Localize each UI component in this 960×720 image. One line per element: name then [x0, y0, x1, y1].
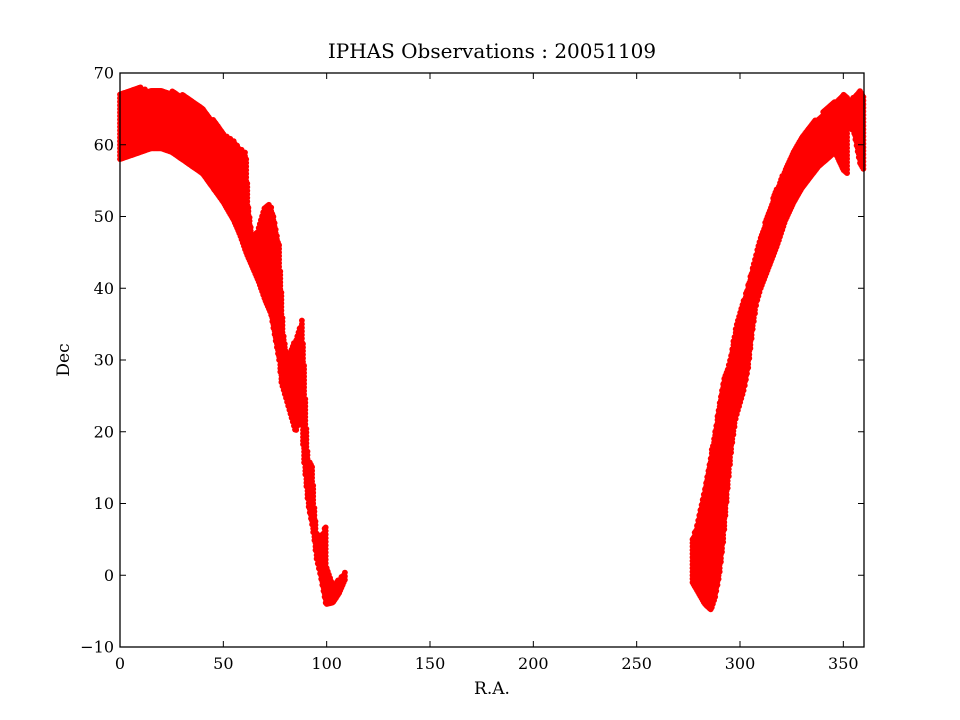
scatter-point: [268, 204, 275, 211]
scatter-point: [244, 180, 251, 187]
scatter-point: [302, 396, 309, 402]
scatter-point: [271, 220, 278, 227]
scatter-point: [304, 448, 311, 455]
scatter-point: [272, 226, 279, 233]
scatter-point: [279, 315, 286, 321]
scatter-point: [303, 426, 310, 432]
scatter-point: [246, 214, 253, 221]
scatter-point: [247, 224, 254, 231]
scatter-point: [322, 524, 329, 531]
scatter-point: [312, 518, 319, 525]
scatter-point: [276, 242, 282, 249]
scatter-point: [310, 482, 317, 489]
scatter-point: [245, 204, 252, 211]
scatter-point: [301, 362, 307, 369]
chart-title: IPHAS Observations : 20051109: [328, 39, 656, 63]
scatter-point: [342, 569, 348, 576]
scatter-point: [243, 156, 250, 163]
scatter-point: [278, 289, 285, 296]
scatter-point: [309, 464, 315, 470]
scatter-point: [270, 213, 277, 220]
scatter-point: [311, 505, 318, 511]
scatter-series: [117, 84, 867, 613]
scatter-point: [242, 149, 248, 156]
scatter-point: [300, 341, 306, 347]
scatter-point: [277, 268, 284, 275]
scatter-point: [280, 333, 287, 340]
scatter-point: [281, 341, 288, 347]
scatter-point: [274, 233, 280, 239]
scatter-point: [299, 317, 305, 324]
